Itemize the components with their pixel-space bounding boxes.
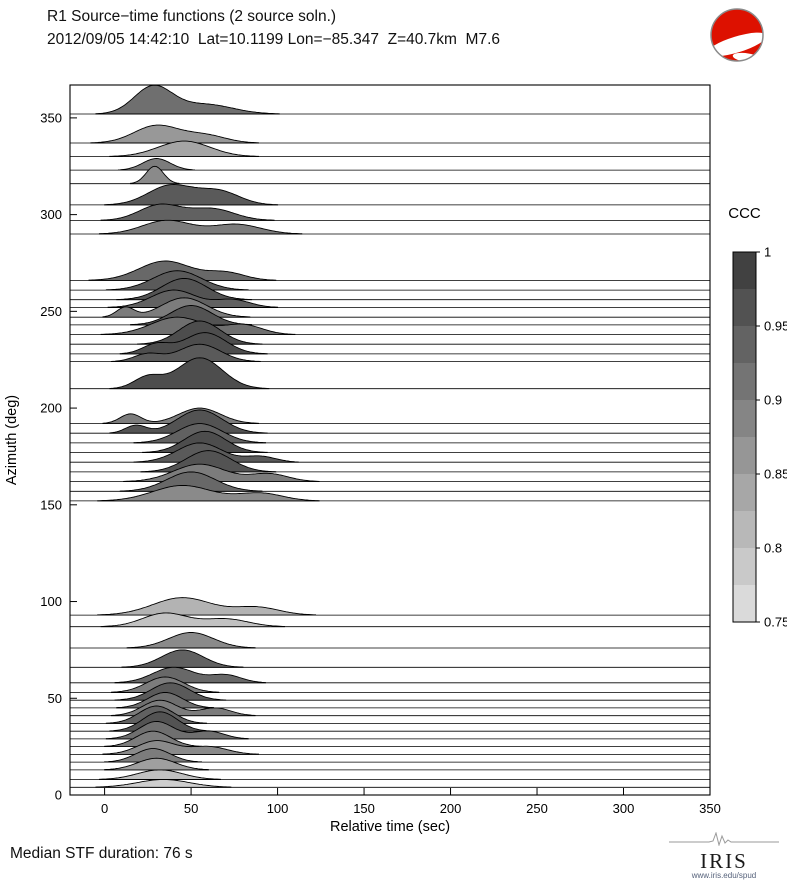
event-info-subtitle: 2012/09/05 14:42:10 Lat=10.1199 Lon=−85.… [47, 31, 501, 48]
iris-logo-url: www.iris.edu/spud [691, 871, 757, 880]
y-axis-tick-label: 250 [40, 304, 62, 319]
colorbar-segment [733, 548, 756, 586]
colorbar-segment [733, 511, 756, 549]
stf-trace [97, 484, 320, 502]
colorbar-segment [733, 289, 756, 327]
colorbar-tick-label: 0.85 [764, 467, 787, 482]
colorbar-segment [733, 326, 756, 364]
colorbar-segment [733, 474, 756, 512]
x-axis-tick-label: 50 [184, 801, 198, 816]
iris-logo: IRIS www.iris.edu/spud [668, 831, 780, 880]
stf-trace [121, 649, 244, 668]
stf-trace [97, 597, 317, 616]
colorbar-segment [733, 585, 756, 623]
stf-trace [88, 260, 277, 281]
stf-trace [100, 203, 275, 221]
x-axis-tick-label: 350 [699, 801, 721, 816]
stf-trace [126, 632, 256, 649]
iris-logo-text: IRIS [700, 849, 748, 873]
plot-border [69, 84, 711, 796]
stf-trace [104, 730, 202, 748]
beachball-outline [710, 8, 764, 62]
colorbar-segment [733, 252, 756, 290]
stf-trace [117, 158, 195, 171]
x-axis-tick-label: 250 [526, 801, 548, 816]
y-axis-tick-label: 100 [40, 594, 62, 609]
stf-trace [140, 450, 277, 473]
stf-trace [98, 769, 221, 780]
colorbar-title: CCC [728, 205, 761, 222]
y-axis-tick-label: 300 [40, 207, 62, 222]
colorbar-segment [733, 400, 756, 438]
stf-trace [119, 471, 263, 492]
beachball-white-band [711, 32, 763, 57]
colorbar-tick-label: 0.9 [764, 393, 782, 408]
stf-trace [142, 430, 268, 454]
stf-trace [98, 219, 303, 235]
stf-trace [95, 779, 232, 788]
stf-trace [137, 320, 263, 345]
colorbar-segment [733, 363, 756, 401]
x-axis-tick-label: 0 [101, 801, 108, 816]
colorbar-segment [733, 437, 756, 475]
colorbar-tick-label: 0.75 [764, 615, 787, 630]
colorbar-tick-label: 1 [764, 245, 771, 260]
stf-trace [90, 124, 259, 144]
stf-trace [116, 692, 215, 709]
x-axis-tick-label: 100 [267, 801, 289, 816]
stf-trace [104, 748, 202, 763]
stf-trace [100, 612, 285, 628]
colorbar-tick-label: 0.95 [764, 319, 787, 334]
y-axis-tick-label: 0 [55, 788, 62, 803]
stf-trace [102, 297, 251, 318]
y-axis-tick-label: 350 [40, 110, 62, 125]
stf-trace [111, 343, 261, 363]
colorbar-border [732, 251, 757, 623]
stf-trace [104, 184, 279, 206]
stf-trace [95, 84, 280, 115]
stf-trace [114, 666, 266, 684]
stf-trace [116, 278, 253, 301]
x-axis-label: Relative time (sec) [330, 819, 450, 835]
x-axis-tick-label: 300 [613, 801, 635, 816]
stf-trace [104, 757, 209, 771]
y-axis-label: Azimuth (deg) [4, 395, 20, 485]
median-stf-duration-text: Median STF duration: 76 s [10, 845, 193, 862]
colorbar-tick-label: 0.8 [764, 541, 782, 556]
x-axis-tick-label: 150 [353, 801, 375, 816]
focal-mechanism-beachball-icon [710, 8, 764, 62]
y-axis-tick-label: 200 [40, 401, 62, 416]
stf-trace [114, 682, 227, 701]
plot-title: R1 Source−time functions (2 source soln.… [47, 8, 337, 25]
stf-trace [130, 165, 180, 185]
stf-trace [109, 140, 259, 158]
x-axis-tick-label: 200 [440, 801, 462, 816]
stf-trace [109, 357, 270, 390]
y-axis-tick-label: 50 [48, 691, 62, 706]
y-axis-tick-label: 150 [40, 497, 62, 512]
seismogram-icon [669, 831, 779, 847]
stf-trace [109, 409, 268, 434]
stf-trace [119, 332, 268, 355]
